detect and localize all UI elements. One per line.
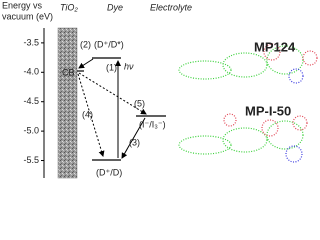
molecule-image bbox=[178, 43, 318, 163]
tio2-bar bbox=[57, 27, 78, 179]
process-label: (2) bbox=[80, 39, 91, 49]
process-label: (5) bbox=[134, 98, 145, 108]
header: Dye bbox=[107, 2, 123, 12]
level-label: (D⁺/D*) bbox=[94, 39, 124, 49]
y-tick-label: -5.5 bbox=[23, 155, 39, 165]
level-label: (D⁺/D) bbox=[96, 167, 122, 177]
level-label: (I⁻/I₃⁻) bbox=[139, 119, 166, 129]
axis-title: Energy vs bbox=[2, 0, 43, 10]
header: TiO₂ bbox=[60, 2, 78, 12]
axis-title: vacuum (eV) bbox=[2, 11, 53, 21]
energy-axis: Energy vs vacuum (eV) -3.5 -4.0 -4.5 -5.0 -5… bbox=[2, 0, 53, 178]
y-tick-label: -4.0 bbox=[23, 67, 39, 77]
process-label: hν bbox=[124, 61, 134, 71]
molecule-name: MP-I-50 bbox=[245, 103, 291, 118]
y-tick-label: -3.5 bbox=[23, 37, 39, 47]
arrow bbox=[78, 58, 94, 69]
process-label: (1) bbox=[106, 62, 117, 72]
molecule-name: MP124 bbox=[254, 39, 296, 54]
y-tick-label: -4.5 bbox=[23, 96, 39, 106]
y-tick-label: -5.0 bbox=[23, 125, 39, 135]
arrow bbox=[121, 117, 146, 159]
process-label: (3) bbox=[129, 137, 140, 147]
header: Electrolyte bbox=[150, 2, 192, 12]
arrow bbox=[78, 72, 147, 115]
process-label: (4) bbox=[82, 109, 93, 119]
energy-diagram: Energy vs vacuum (eV) -3.5 -4.0 -4.5 -5.0 -5… bbox=[2, 0, 318, 179]
level-label: CB bbox=[62, 67, 75, 77]
